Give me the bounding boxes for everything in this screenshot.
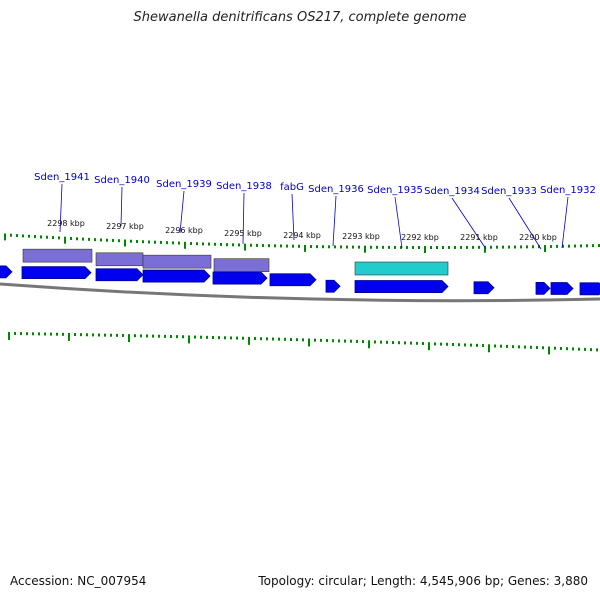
feature-box-sden-1938[interactable] (213, 258, 270, 273)
feature-box-sden-1939[interactable] (142, 254, 212, 269)
cds-arrow-partial[interactable] (0, 265, 13, 279)
scale-label: 2291 kbp (460, 233, 498, 242)
gene-label[interactable]: Sden_1935 (367, 185, 423, 196)
gene-leader-line (508, 197, 542, 250)
gene-leader-line (291, 193, 295, 241)
cds-arrow-sden-1934[interactable] (473, 281, 495, 295)
gene-leader-line (242, 192, 245, 245)
gene-label[interactable]: Sden_1939 (156, 179, 212, 190)
scale-label: 2294 kbp (283, 231, 321, 240)
gene-leader-line (179, 190, 185, 234)
feature-box-sden-1941[interactable] (22, 248, 93, 263)
cds-arrow-sden-1938[interactable] (212, 271, 268, 285)
scale-label: 2292 kbp (401, 233, 439, 242)
gene-leader-line (332, 195, 337, 247)
gene-leader-line (59, 183, 63, 233)
cds-arrow-fabg[interactable] (269, 273, 317, 287)
cds-arrow-sden-1941[interactable] (21, 266, 92, 280)
gene-label[interactable]: fabG (280, 182, 304, 193)
scale-label: 2298 kbp (47, 219, 85, 228)
genome-title: Shewanella denitrificans OS217, complete… (133, 10, 467, 25)
feature-box-sden-1935[interactable] (354, 261, 449, 276)
genome-backbone (0, 282, 600, 303)
gene-label-layer: Sden_1941 Sden_1940 Sden_1939 Sden_1938 fabG… (34, 172, 596, 250)
scale-label: 2293 kbp (342, 232, 380, 241)
scale-label: 2296 kbp (165, 226, 203, 235)
feature-box-sden-1940[interactable] (95, 252, 144, 267)
gene-label[interactable]: Sden_1932 (540, 185, 596, 196)
gene-leader-line (120, 186, 123, 227)
cds-arrow-sden-1932[interactable] (550, 282, 574, 295)
scale-label-layer: 2298 kbp 2297 kbp 2296 kbp 2295 kbp 2294 kbp… (47, 219, 557, 242)
inner-tick-track (8, 331, 598, 355)
gene-label[interactable]: Sden_1941 (34, 172, 90, 183)
cds-arrow-sden-1936[interactable] (325, 279, 341, 293)
gene-label[interactable]: Sden_1938 (216, 181, 272, 192)
cds-track (0, 265, 600, 296)
gene-label[interactable]: Sden_1940 (94, 175, 150, 186)
outer-tick-track (4, 233, 600, 253)
gene-label[interactable]: Sden_1936 (308, 184, 364, 195)
genome-stats-text: Topology: circular; Length: 4,545,906 bp… (258, 574, 588, 588)
cds-arrow-sden-1940[interactable] (95, 268, 144, 282)
scale-label: 2297 kbp (106, 222, 144, 231)
accession-text: Accession: NC_007954 (10, 574, 147, 588)
scale-label: 2290 kbp (519, 233, 557, 242)
gene-label[interactable]: Sden_1933 (481, 186, 537, 197)
gene-label[interactable]: Sden_1934 (424, 186, 480, 197)
gene-leader-line (394, 196, 403, 249)
cds-arrow-sden-1939[interactable] (142, 269, 211, 283)
scale-label: 2295 kbp (224, 229, 262, 238)
gene-leader-line (561, 196, 569, 249)
cds-arrow-sden-1933[interactable] (535, 281, 551, 295)
cds-arrow-partial-right[interactable] (579, 282, 600, 296)
gene-leader-line (451, 197, 487, 250)
feature-track (22, 248, 449, 276)
cds-arrow-sden-1935[interactable] (354, 280, 449, 293)
